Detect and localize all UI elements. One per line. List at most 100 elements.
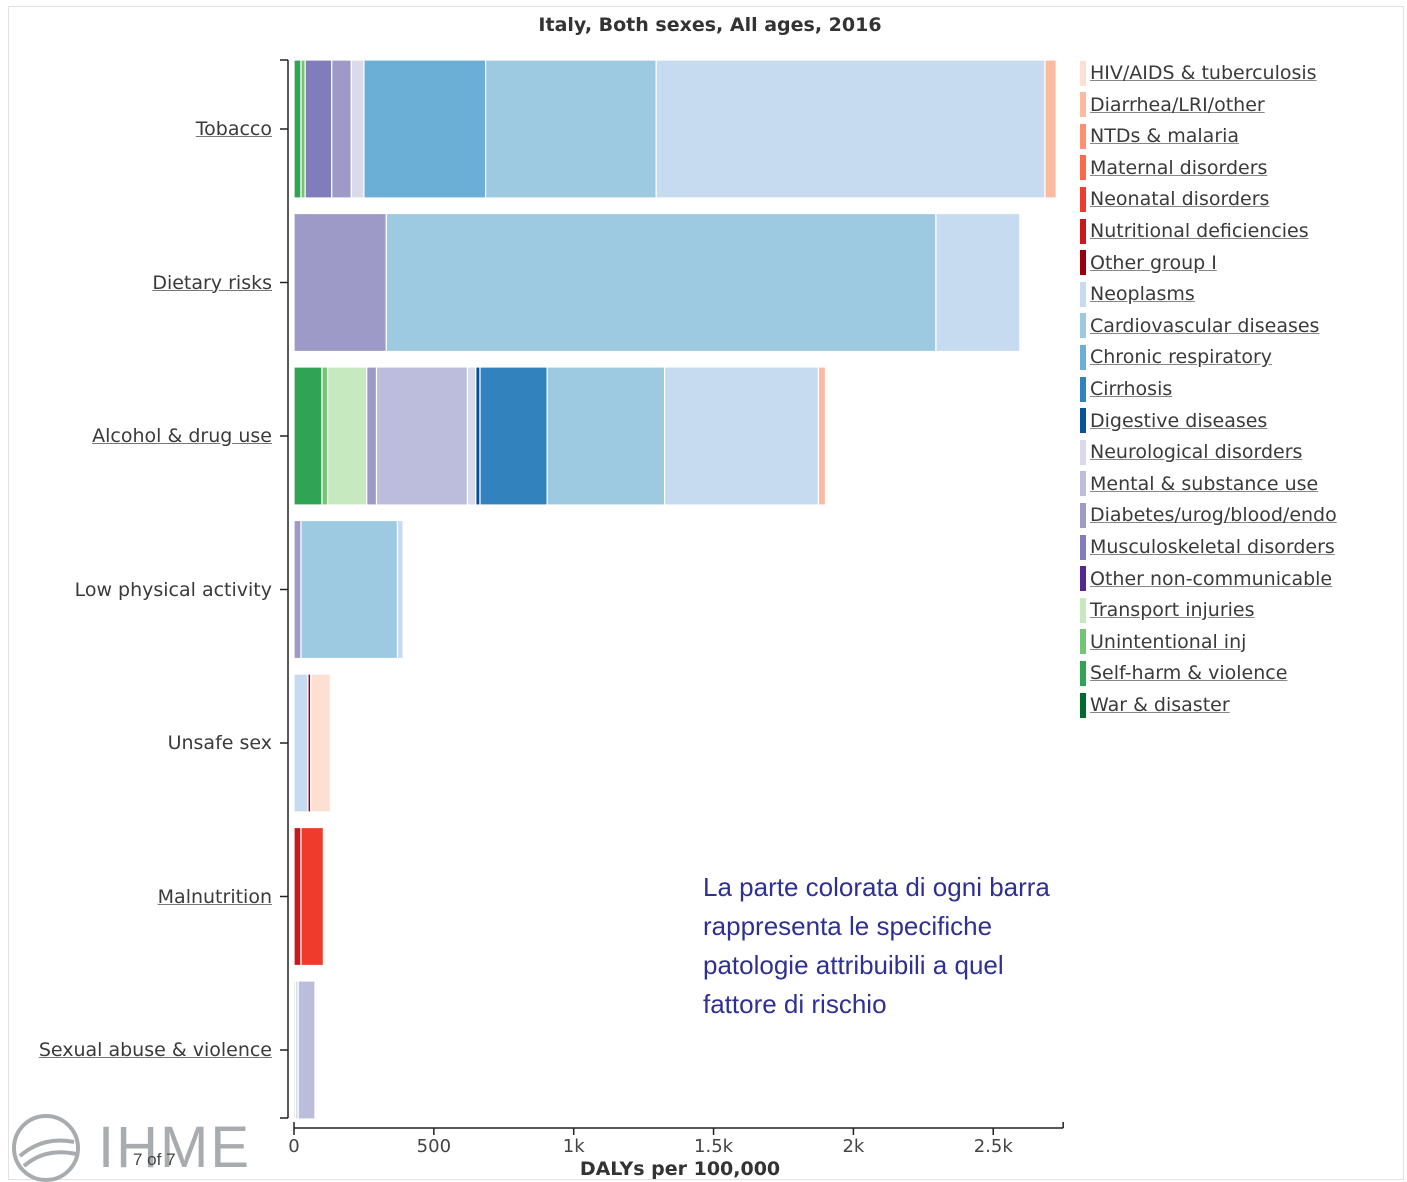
legend-item[interactable]: NTDs & malaria [1080,123,1239,149]
bar-segment [466,366,477,506]
bar-segment [304,59,333,199]
legend-item[interactable]: Other non-communicable [1080,566,1332,592]
category-label[interactable]: Sexual abuse & violence [38,1039,272,1061]
annotation-text: La parte colorata di ogni barra rapprese… [703,868,1123,1024]
legend-item[interactable]: Cardiovascular diseases [1080,313,1319,339]
category-label[interactable]: Dietary risks [152,271,272,294]
legend-item[interactable]: Neoplasms [1080,281,1195,307]
bar-segment [655,59,1046,199]
legend-swatch [1080,439,1086,465]
bar-segment [310,673,331,813]
category-label[interactable]: Malnutrition [157,885,272,908]
legend-label: Self-harm & violence [1090,662,1288,685]
legend-item[interactable]: Maternal disorders [1080,155,1267,181]
legend-swatch [1080,92,1086,118]
legend-swatch [1080,660,1086,686]
legend-label: Musculoskeletal disorders [1090,536,1335,558]
bar-segment [331,59,352,199]
legend-item[interactable]: Chronic respiratory [1080,344,1272,370]
category-label[interactable]: Alcohol & drug use [92,425,272,447]
category-label[interactable]: Tobacco [195,118,272,140]
category-label: Unsafe sex [167,732,272,754]
legend-label: Maternal disorders [1090,156,1268,179]
chart-title: Italy, Both sexes, All ages, 2016 [538,14,882,36]
legend-label: Other group I [1090,251,1217,274]
bar-segment [293,673,309,813]
legend-swatch [1080,408,1086,434]
legend-item[interactable]: Diabetes/urog/blood/endo [1080,502,1337,528]
category-label: Low physical activity [74,578,272,601]
legend-label: Cirrhosis [1090,378,1173,400]
legend-item[interactable]: Musculoskeletal disorders [1080,534,1335,560]
legend-item[interactable]: Unintentional inj [1080,629,1246,655]
legend-item[interactable]: Other group I [1080,250,1217,276]
bar-segment [664,366,820,506]
bar-segment [366,366,378,506]
legend-item[interactable]: Neonatal disorders [1080,186,1269,212]
legend-label: Neurological disorders [1090,441,1303,464]
bar-segment [475,366,481,506]
bar-segment [484,59,657,199]
bar-segment [326,366,368,506]
x-tick-label: 1k [562,1136,585,1157]
legend-item[interactable]: War & disaster [1080,692,1230,718]
bar-segment [321,366,329,506]
bar-segment [479,366,548,506]
legend-swatch [1080,60,1086,86]
chart-frame [8,6,1404,1180]
legend-item[interactable]: Diarrhea/LRI/other [1080,92,1265,118]
legend-swatch [1080,692,1086,718]
legend-label: Diabetes/urog/blood/endo [1090,504,1337,527]
legend-swatch [1080,218,1086,244]
legend-swatch [1080,534,1086,560]
bar-segment [293,366,323,506]
annotation-line: patologie attribuibili a quel [703,950,1004,980]
bar-segment [300,59,306,199]
legend-swatch [1080,376,1086,402]
legend-label: NTDs & malaria [1090,125,1240,148]
legend-item[interactable]: Cirrhosis [1080,376,1172,402]
bar-segment [293,519,302,660]
bar-segment [293,59,302,199]
legend-label: HIV/AIDS & tuberculosis [1090,62,1317,84]
legend-item[interactable]: Neurological disorders [1080,439,1302,465]
bar-segment [396,519,404,660]
x-tick-label: 1.5k [694,1136,734,1157]
legend-label: Cardiovascular diseases [1090,314,1320,337]
bar-segment [300,826,324,967]
ihme-logo-text: IHME [98,1115,251,1180]
legend-label: War & disaster [1090,694,1230,716]
page-indicator: 7 of 7 [133,1150,176,1169]
bar-segment [935,212,1021,353]
legend-item[interactable]: Nutritional deficiencies [1080,218,1309,244]
legend-swatch [1080,566,1086,592]
legend-label: Chronic respiratory [1090,346,1273,369]
bar-segment [350,59,365,199]
x-axis-label: DALYs per 100,000 [579,1158,781,1180]
legend-label: Unintentional inj [1090,630,1247,653]
bar-segment [293,212,387,353]
bar-segment [375,366,469,506]
legend-item[interactable]: Self-harm & violence [1080,660,1287,686]
annotation-line: fattore di rischio [703,989,887,1019]
bar-segment [363,59,487,199]
legend-swatch [1080,471,1086,497]
annotation-line: La parte colorata di ogni barra [703,872,1050,902]
legend-label: Diarrhea/LRI/other [1090,93,1265,116]
legend-label: Mental & substance use [1090,472,1319,495]
legend-label: Neoplasms [1090,283,1195,306]
legend-item[interactable]: Mental & substance use [1080,471,1318,497]
bar-segment [293,826,302,967]
bar-segment [297,980,316,1120]
bar-segment [546,366,666,506]
legend-swatch [1080,186,1086,212]
bar-segment [1044,59,1057,199]
legend-item[interactable]: Transport injuries [1080,597,1255,623]
legend-item[interactable]: HIV/AIDS & tuberculosis [1080,60,1317,86]
legend-swatch [1080,250,1086,276]
bar-segment [385,212,937,353]
legend-swatch [1080,502,1086,528]
bar-segment [817,366,827,506]
legend-item[interactable]: Digestive diseases [1080,408,1267,434]
